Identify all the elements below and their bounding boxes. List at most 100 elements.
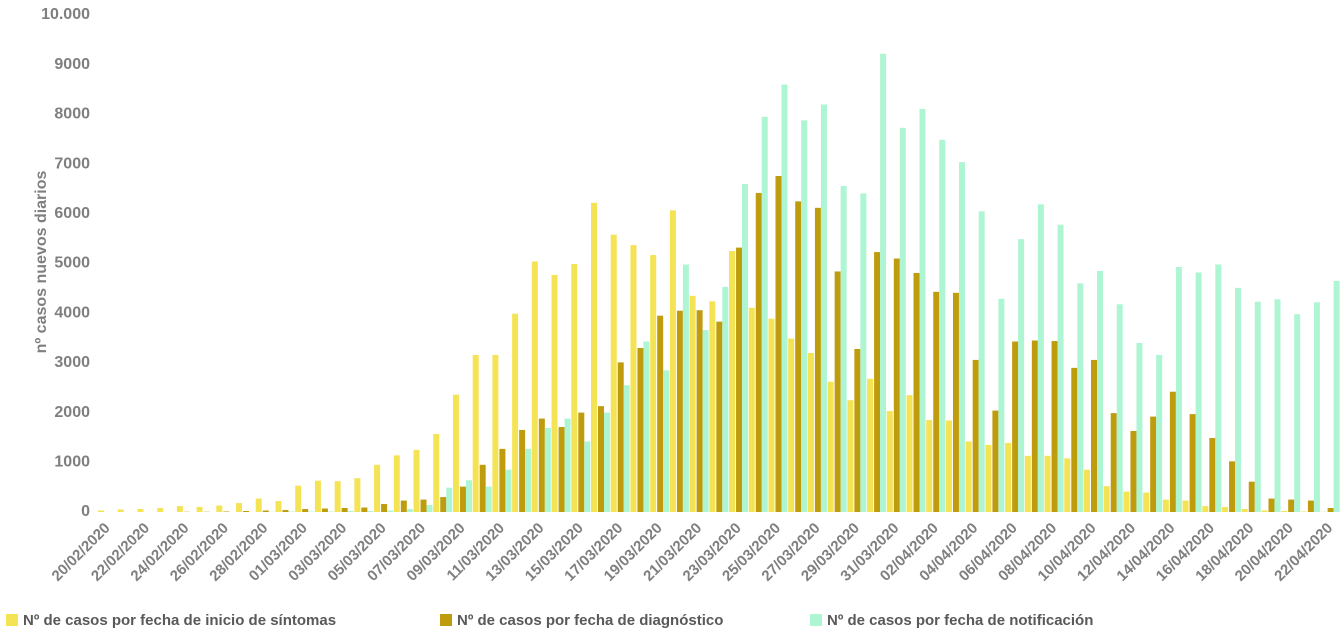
bar <box>406 509 413 512</box>
bar <box>571 263 578 512</box>
bar <box>98 510 104 512</box>
legend-swatch <box>440 614 452 626</box>
bar <box>630 245 637 512</box>
bar <box>1281 511 1288 512</box>
bar <box>275 501 282 512</box>
bar <box>1103 486 1110 512</box>
bar <box>1143 492 1150 512</box>
bar <box>814 207 821 512</box>
bar <box>551 274 558 512</box>
bar <box>216 505 223 512</box>
bar <box>1150 416 1157 512</box>
bar <box>610 234 617 512</box>
bar <box>558 427 565 512</box>
bar <box>505 469 512 512</box>
bar <box>768 318 775 512</box>
bar <box>682 264 689 512</box>
bar <box>1123 491 1130 512</box>
bar <box>906 395 913 512</box>
bar <box>880 53 887 513</box>
bar <box>1288 499 1295 512</box>
legend-swatch <box>810 614 822 626</box>
bar <box>499 448 506 512</box>
bar <box>840 185 847 512</box>
bar <box>452 394 459 512</box>
y-tick-label: 5000 <box>54 255 90 272</box>
bar <box>1116 304 1123 512</box>
bar <box>295 485 302 512</box>
bar <box>919 108 926 513</box>
bar <box>1333 280 1340 512</box>
bar <box>992 410 999 512</box>
bar <box>913 272 920 512</box>
bar <box>433 433 440 512</box>
bar <box>367 511 374 512</box>
bar <box>538 418 545 512</box>
bar <box>854 348 861 512</box>
bar <box>998 298 1005 512</box>
bar <box>867 378 874 512</box>
bar <box>236 503 243 512</box>
bar <box>1182 500 1189 512</box>
bar <box>1229 461 1236 512</box>
bar <box>400 500 407 512</box>
bar <box>939 139 946 512</box>
bar <box>354 478 361 512</box>
bar <box>696 310 703 512</box>
bar <box>420 499 427 512</box>
bar <box>544 428 551 512</box>
bar <box>1012 341 1019 512</box>
bar <box>1202 506 1209 512</box>
y-tick-label: 7000 <box>54 155 90 172</box>
y-tick-label: 4000 <box>54 304 90 321</box>
bar <box>512 313 519 512</box>
bar <box>598 406 604 512</box>
y-tick-label: 1000 <box>54 454 90 471</box>
bar <box>564 418 571 512</box>
y-tick-label: 8000 <box>54 106 90 123</box>
bar <box>827 381 834 512</box>
bar <box>387 510 394 512</box>
bar <box>1024 455 1031 512</box>
bar <box>893 258 900 512</box>
y-tick-label: 3000 <box>54 354 90 371</box>
bar <box>1130 430 1137 512</box>
bar <box>1189 414 1196 512</box>
bar <box>1064 458 1071 512</box>
bar <box>1044 455 1051 512</box>
bar <box>689 295 696 512</box>
legend-label: Nº de casos por fecha de diagnóstico <box>457 612 723 629</box>
bar <box>604 412 610 512</box>
bar <box>1005 442 1012 512</box>
bar <box>578 412 585 512</box>
bar <box>243 511 250 512</box>
bar <box>262 510 269 512</box>
bar <box>117 509 124 512</box>
bar <box>1222 507 1229 512</box>
bar <box>945 420 952 512</box>
bar <box>709 301 716 512</box>
bar <box>492 354 499 512</box>
bar <box>788 338 795 512</box>
bar <box>393 455 400 512</box>
bar <box>472 354 479 512</box>
bar <box>716 321 723 512</box>
bar <box>755 192 762 512</box>
bar <box>1248 481 1255 512</box>
legend-label: Nº de casos por fecha de inicio de sínto… <box>23 612 336 629</box>
bar <box>584 441 591 512</box>
bar <box>157 508 164 512</box>
bar <box>1215 264 1222 512</box>
bar <box>761 116 768 512</box>
bar <box>1241 509 1248 512</box>
bar <box>137 509 144 512</box>
bar <box>926 420 933 512</box>
bar <box>459 486 466 512</box>
bar <box>1235 287 1242 512</box>
bar <box>446 487 453 512</box>
bar <box>722 286 729 512</box>
bar <box>361 507 368 512</box>
bar <box>657 315 664 512</box>
bar <box>952 292 959 512</box>
bar <box>1313 302 1320 512</box>
